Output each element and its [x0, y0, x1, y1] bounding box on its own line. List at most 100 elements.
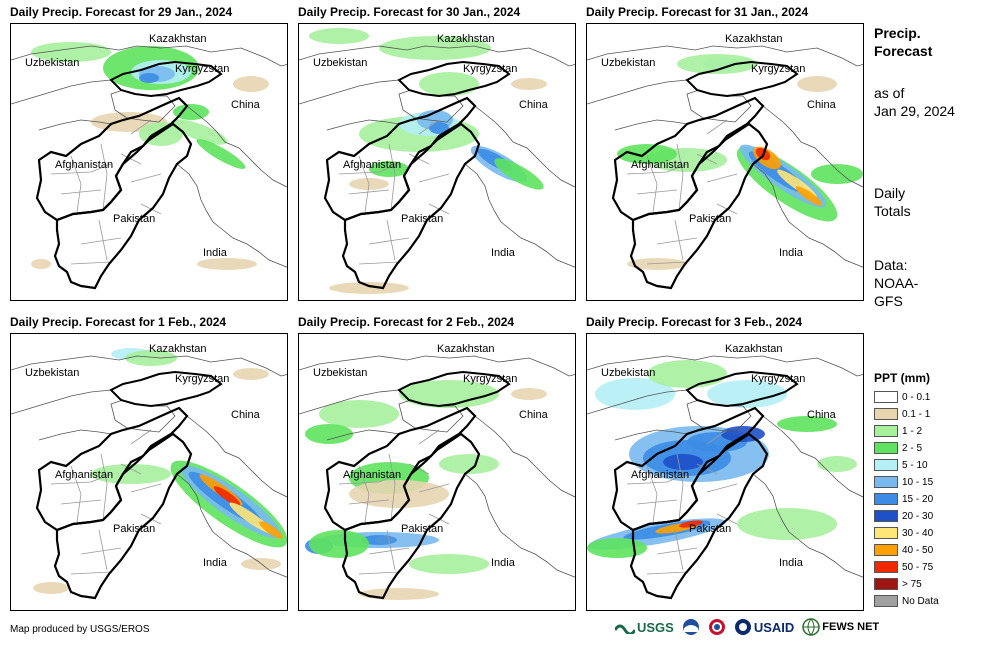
province-boundary	[120, 463, 142, 475]
province-boundary	[388, 143, 396, 211]
legend-item: > 75	[874, 576, 922, 592]
map-credit: Map produced by USGS/EROS	[10, 624, 150, 635]
daily-totals-text: Daily Totals	[874, 185, 911, 219]
province-boundary	[418, 429, 440, 445]
legend-label: 5 - 10	[902, 459, 928, 471]
province-boundary	[408, 463, 430, 475]
country-boundary	[186, 415, 287, 498]
country-boundary	[176, 163, 287, 268]
precip-map-panel: Kazakhstan Uzbekistan Kyrgyzstan China Afgha…	[586, 23, 864, 301]
usgs-logo: USGS	[615, 620, 674, 635]
legend-label: 15 - 20	[902, 493, 934, 505]
precip-area	[429, 122, 449, 134]
legend-item: 50 - 75	[874, 559, 933, 575]
kyrgyzstan-boundary	[397, 60, 511, 98]
map-canvas: Kazakhstan Uzbekistan Kyrgyzstan China Afgha…	[11, 33, 287, 290]
legend-item: 0.1 - 1	[874, 406, 930, 422]
kyrgyzstan-boundary	[109, 370, 223, 408]
province-boundary	[60, 499, 102, 505]
precip-area	[125, 350, 177, 366]
province-boundary	[674, 219, 684, 261]
legend-item: 1 - 2	[874, 423, 922, 439]
country-boundary	[11, 355, 287, 377]
country-label-kazakhstan: Kazakhstan	[437, 343, 494, 355]
pakistan-boundary	[53, 122, 193, 290]
pakistan-boundary	[629, 432, 769, 600]
province-boundary	[70, 261, 112, 265]
province-boundary	[418, 483, 450, 493]
province-boundary	[98, 219, 108, 261]
precip-area	[305, 424, 353, 444]
precip-area	[309, 530, 369, 558]
country-label-india: India	[779, 557, 804, 569]
kyrgyzstan-boundary	[685, 370, 799, 408]
province-boundary	[674, 529, 684, 571]
province-boundary	[386, 529, 396, 571]
country-boundary	[762, 105, 863, 188]
country-boundary	[474, 415, 575, 498]
panel-title: Daily Precip. Forecast for 31 Jan., 2024	[586, 5, 809, 19]
province-boundary	[50, 163, 112, 175]
country-label-kyrgyzstan: Kyrgyzstan	[751, 63, 805, 75]
province-boundary	[626, 473, 688, 485]
precip-map-panel: Kazakhstan Uzbekistan Kyrgyzstan China Afgha…	[10, 333, 288, 611]
kyrgyzstan-boundary	[397, 370, 511, 408]
province-boundary	[60, 189, 102, 195]
country-label-afghanistan: Afghanistan	[631, 469, 689, 481]
precip-area	[31, 259, 51, 269]
country-label-china: China	[807, 409, 837, 421]
legend-label: 10 - 15	[902, 476, 934, 488]
province-boundary	[338, 473, 400, 485]
legend-label: 20 - 30	[902, 510, 934, 522]
precip-area	[737, 508, 837, 540]
map-canvas: Kazakhstan Uzbekistan Kyrgyzstan China Afgha…	[587, 33, 863, 290]
province-boundary	[130, 483, 162, 493]
country-boundary	[762, 415, 863, 498]
legend-swatch	[874, 442, 898, 454]
legend-item: 2 - 5	[874, 440, 922, 456]
precip-area	[361, 535, 397, 545]
pakistan-boundary	[53, 432, 193, 600]
precip-area	[170, 119, 228, 145]
usaid-seal-icon	[734, 619, 751, 635]
country-label-india: India	[491, 557, 516, 569]
legend-label: 30 - 40	[902, 527, 934, 539]
province-boundary	[418, 119, 440, 135]
legend-item: 5 - 10	[874, 457, 928, 473]
precip-area	[91, 464, 171, 484]
province-boundary	[646, 571, 688, 575]
country-boundary	[587, 389, 688, 441]
country-label-india: India	[203, 247, 228, 259]
country-label-uzbekistan: Uzbekistan	[25, 367, 79, 379]
province-boundary	[646, 155, 658, 213]
country-label-pakistan: Pakistan	[113, 523, 155, 535]
country-label-kyrgyzstan: Kyrgyzstan	[463, 373, 517, 385]
precip-area	[817, 456, 857, 472]
country-boundary	[11, 45, 287, 67]
legend-swatch	[874, 527, 898, 539]
country-boundary	[11, 389, 112, 441]
province-boundary	[646, 261, 688, 265]
country-boundary	[752, 163, 863, 268]
country-boundary	[299, 389, 400, 441]
country-boundary	[11, 79, 112, 131]
precip-area	[197, 258, 257, 270]
pakistan-boundary	[341, 122, 481, 290]
country-boundary	[587, 355, 863, 377]
country-label-uzbekistan: Uzbekistan	[25, 57, 79, 69]
legend-label: 50 - 75	[902, 561, 934, 573]
legend-label: > 75	[902, 578, 922, 590]
legend-item: 30 - 40	[874, 525, 933, 541]
country-label-kazakhstan: Kazakhstan	[149, 33, 206, 45]
globe-icon	[802, 618, 821, 636]
province-boundary	[706, 483, 738, 493]
logo-strip: USGS USAID FEWS NET	[615, 618, 879, 636]
legend-label: 2 - 5	[902, 442, 923, 454]
province-boundary	[130, 173, 162, 183]
precip-area	[617, 144, 677, 164]
precip-area	[359, 588, 439, 600]
legend-swatch	[874, 476, 898, 488]
precip-area	[409, 554, 489, 574]
pakistan-boundary	[629, 122, 769, 290]
country-label-kyrgyzstan: Kyrgyzstan	[175, 373, 229, 385]
